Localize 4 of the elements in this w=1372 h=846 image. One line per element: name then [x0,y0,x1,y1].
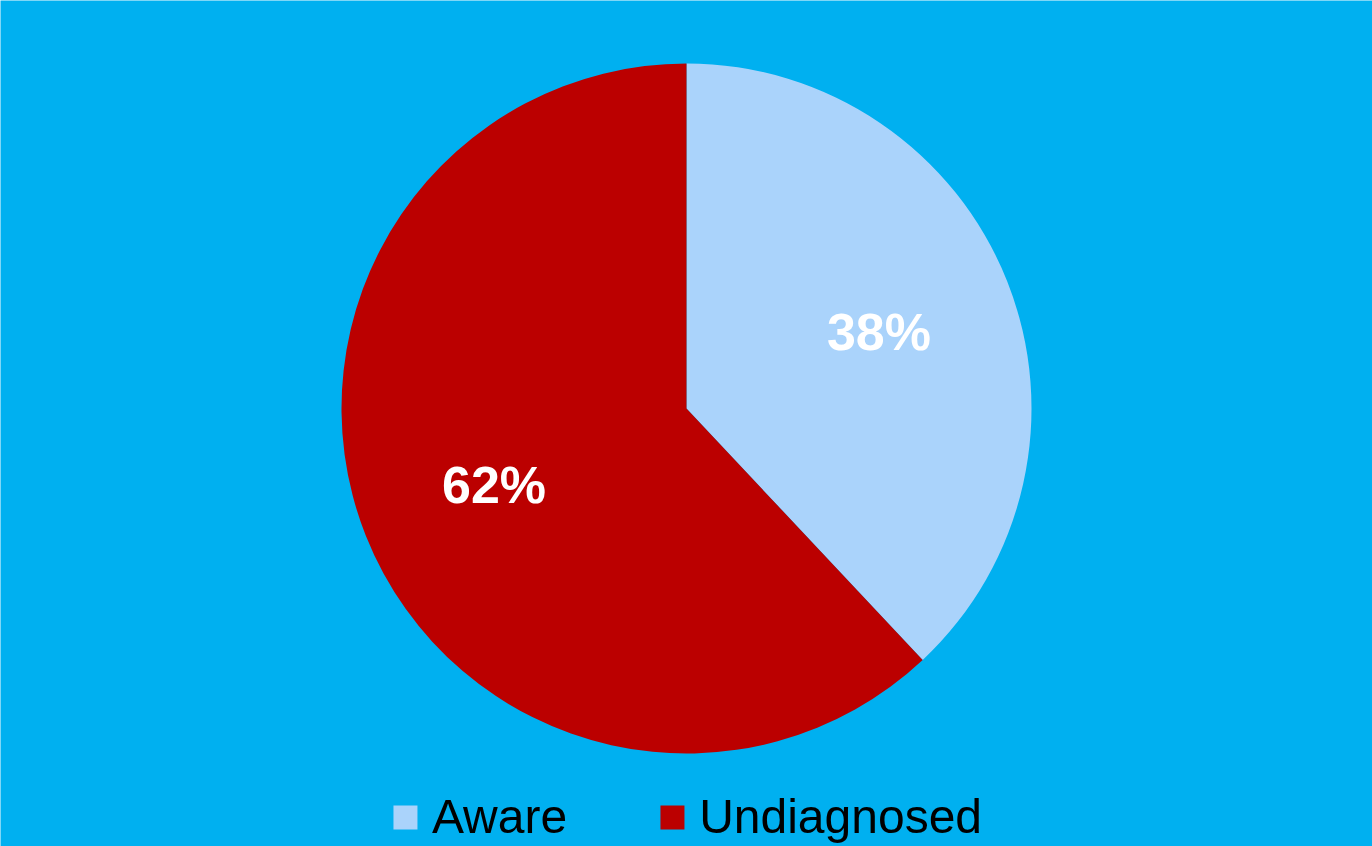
legend-label: Aware [431,789,568,844]
legend-label: Undiagnosed [699,789,983,844]
data-label: 62% [442,455,547,514]
data-label: 38% [826,303,931,362]
